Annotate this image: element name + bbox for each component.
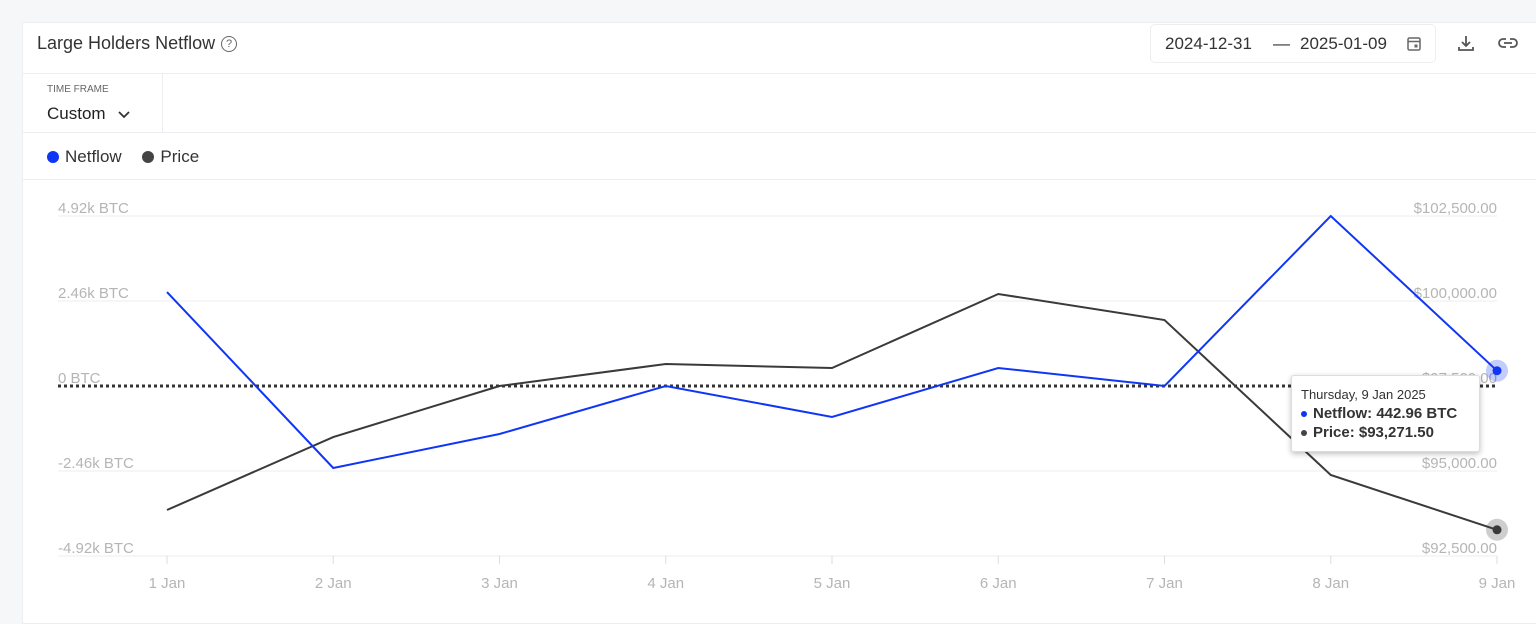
tooltip-netflow-text: Netflow: 442.96 BTC [1313, 405, 1458, 422]
netflow-dot-icon [47, 151, 59, 163]
x-tick-label: 3 Jan [481, 575, 518, 592]
right-tick-label: $92,500.00 [1422, 540, 1497, 557]
x-tick-label: 4 Jan [647, 575, 684, 592]
timeframe-dropdown[interactable]: TIME FRAME Custom [23, 74, 163, 132]
price-point [1492, 525, 1502, 535]
price-dot-icon [1301, 429, 1307, 436]
left-tick-label: -4.92k BTC [58, 540, 134, 557]
tooltip-price: Price: $93,271.50 [1301, 424, 1434, 441]
left-tick-label: 2.46k BTC [58, 285, 129, 302]
tooltip-price-text: Price: $93,271.50 [1313, 424, 1434, 441]
x-tick-label: 6 Jan [980, 575, 1017, 592]
price-line [166, 292, 1498, 531]
timeframe-value[interactable]: Custom [47, 104, 130, 124]
netflow-point [1492, 366, 1502, 376]
date-separator: — [1273, 34, 1290, 53]
x-tick-label: 9 Jan [1479, 575, 1516, 592]
left-tick-label: 0 BTC [58, 370, 101, 387]
timeframe-label: TIME FRAME [47, 84, 109, 95]
page-title: Large Holders Netflow? [37, 33, 238, 54]
netflow-line [166, 214, 1498, 470]
x-tick-label: 5 Jan [814, 575, 851, 592]
x-tick-label: 8 Jan [1312, 575, 1349, 592]
x-tick-label: 2 Jan [315, 575, 352, 592]
legend-price-label: Price [160, 147, 200, 166]
legend-netflow[interactable]: Netflow [47, 147, 122, 167]
netflow-card: Large Holders Netflow? 2024-12-31 — 2025… [22, 22, 1536, 624]
right-tick-label: $102,500.00 [1414, 200, 1497, 217]
right-tick-label: $95,000.00 [1422, 455, 1497, 472]
divider [23, 179, 1536, 180]
card-header: Large Holders Netflow? 2024-12-31 — 2025… [23, 23, 1536, 74]
chart-legend: Netflow Price [47, 147, 215, 168]
download-icon[interactable] [1457, 34, 1475, 52]
link-icon[interactable] [1497, 35, 1519, 51]
legend-price[interactable]: Price [142, 147, 199, 167]
netflow-dot-icon [1301, 410, 1307, 417]
left-tick-label: 4.92k BTC [58, 200, 129, 217]
timeframe-selected: Custom [47, 104, 106, 123]
title-text: Large Holders Netflow [37, 33, 216, 53]
date-from[interactable]: 2024-12-31 [1165, 34, 1252, 53]
tooltip-netflow: Netflow: 442.96 BTC [1301, 405, 1457, 422]
tooltip-date: Thursday, 9 Jan 2025 [1301, 387, 1426, 402]
date-to[interactable]: 2025-01-09 [1300, 34, 1387, 53]
left-tick-label: -2.46k BTC [58, 455, 134, 472]
calendar-icon[interactable] [1407, 36, 1421, 51]
date-range-picker[interactable]: 2024-12-31 — 2025-01-09 [1150, 24, 1436, 63]
x-tick-label: 1 Jan [149, 575, 186, 592]
x-tick-label: 7 Jan [1146, 575, 1183, 592]
netflow-chart: 4.92k BTC $102,500.00 2.46k BTC $100,000.00… [58, 200, 1516, 592]
divider [23, 132, 1536, 133]
price-dot-icon [142, 151, 155, 163]
help-icon[interactable]: ? [221, 36, 238, 52]
legend-netflow-label: Netflow [65, 147, 122, 166]
chart-tooltip: Thursday, 9 Jan 2025 Netflow: 442.96 BTC… [1291, 375, 1480, 452]
right-tick-label: $100,000.00 [1414, 285, 1497, 302]
chevron-down-icon [118, 111, 130, 119]
